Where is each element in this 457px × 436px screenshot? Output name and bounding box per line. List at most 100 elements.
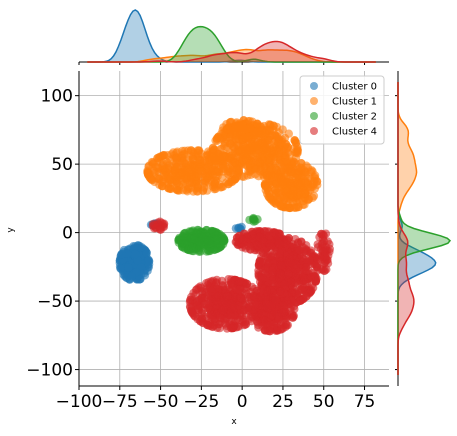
legend-label: Cluster 4 (332, 127, 377, 138)
data-point (264, 153, 273, 163)
data-points (115, 116, 334, 336)
data-point (273, 132, 282, 141)
data-point (235, 277, 245, 286)
data-point (231, 237, 240, 247)
data-point (276, 270, 285, 279)
data-point (116, 264, 125, 273)
data-point (246, 314, 255, 323)
data-point (194, 283, 203, 292)
data-point (309, 191, 319, 201)
data-point (268, 172, 277, 181)
data-point (220, 141, 229, 151)
data-point (248, 140, 257, 149)
right-kde-fill (398, 82, 414, 375)
data-point (282, 144, 291, 153)
right-kde-fill (398, 82, 450, 375)
legend-marker (310, 97, 318, 105)
data-point (180, 244, 190, 253)
data-point (238, 235, 247, 244)
data-point (267, 164, 276, 174)
data-point (253, 318, 262, 327)
data-point (308, 167, 317, 176)
data-point (271, 185, 280, 194)
x-tick-label: 75 (354, 392, 376, 412)
data-point (286, 306, 295, 315)
data-point (278, 301, 287, 311)
data-point (208, 148, 218, 157)
y-tick-label: −50 (37, 292, 73, 312)
data-point (253, 157, 262, 166)
data-point (250, 130, 259, 139)
data-point (278, 200, 288, 209)
data-point (144, 260, 154, 269)
data-point (203, 320, 212, 330)
data-point (225, 311, 235, 320)
data-point (214, 243, 223, 253)
data-point (216, 317, 225, 326)
data-point (293, 148, 302, 157)
data-point (258, 274, 268, 283)
data-point (185, 227, 194, 236)
data-point (211, 176, 220, 185)
data-point (231, 224, 241, 233)
series-cluster-4 (148, 217, 334, 336)
data-point (188, 308, 197, 318)
data-point (294, 180, 303, 189)
data-point (274, 239, 284, 248)
x-tick-label: 50 (313, 392, 335, 412)
y-axis-label: y (6, 227, 16, 233)
data-point (243, 162, 252, 171)
data-point (172, 163, 182, 172)
data-point (286, 168, 295, 177)
data-point (185, 302, 195, 311)
data-point (300, 274, 310, 284)
data-point (171, 176, 181, 185)
data-point (271, 296, 281, 305)
data-point (278, 176, 287, 186)
data-point (265, 193, 274, 202)
data-point (262, 287, 271, 296)
data-point (158, 161, 167, 170)
data-point (143, 266, 152, 275)
data-point (237, 126, 246, 136)
data-point (137, 243, 147, 252)
data-point (232, 166, 241, 175)
data-point (122, 249, 132, 258)
data-point (253, 215, 262, 224)
right-kde-line (397, 82, 415, 375)
data-point (160, 178, 169, 187)
data-point (229, 125, 238, 135)
x-tick-label: −50 (143, 392, 179, 412)
legend-label: Cluster 2 (332, 112, 377, 123)
data-point (244, 132, 253, 142)
data-point (219, 233, 228, 242)
data-point (235, 315, 245, 325)
legend-marker (310, 112, 318, 120)
data-point (280, 280, 289, 289)
data-point (187, 244, 196, 253)
data-point (288, 242, 297, 252)
data-point (255, 232, 264, 242)
data-point (287, 190, 297, 200)
data-point (183, 236, 192, 246)
data-point (273, 194, 282, 203)
data-point (193, 148, 203, 158)
data-point (233, 301, 243, 310)
data-point (172, 185, 181, 194)
y-tick-label: 100 (41, 87, 73, 107)
data-point (226, 278, 236, 287)
top-kde-fill (87, 41, 376, 62)
right-marginal-distribution (395, 71, 452, 386)
data-point (214, 298, 224, 308)
y-tick-label: 50 (51, 155, 73, 175)
data-point (165, 184, 174, 193)
data-point (143, 169, 153, 178)
data-point (134, 275, 144, 284)
data-point (159, 151, 169, 160)
data-point (218, 281, 227, 290)
data-point (300, 266, 309, 275)
data-point (301, 171, 310, 180)
x-tick-label: 25 (272, 392, 294, 412)
legend-marker (310, 82, 318, 90)
data-point (195, 237, 204, 246)
